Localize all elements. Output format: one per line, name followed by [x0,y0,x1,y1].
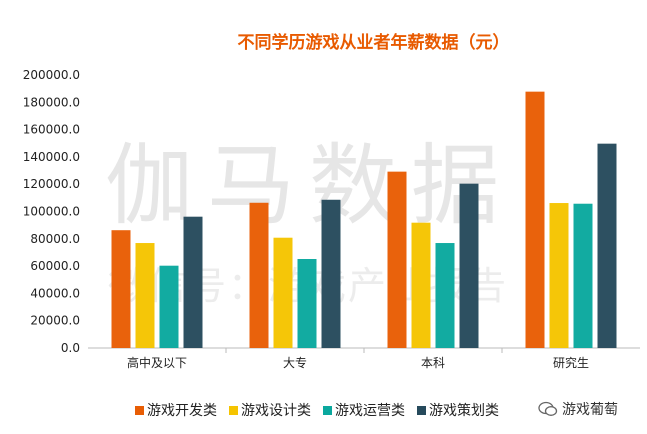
legend-label: 游戏开发类 [147,403,217,419]
bar-0-0 [111,230,131,348]
bar-3-3 [597,143,617,348]
legend-swatch [135,405,144,415]
legend-item: 游戏运营类 [323,400,405,420]
legend-item: 游戏策划类 [417,400,499,420]
y-tick-label: 140000.0 [23,150,80,164]
legend-swatch [323,405,332,415]
logo-text: 游戏葡萄 [562,402,618,418]
y-tick-label: 160000.0 [23,123,80,137]
logo: 游戏葡萄 [538,399,618,419]
y-tick-label: 80000.0 [30,232,80,246]
legend-swatch [417,405,426,415]
bar-1-3 [549,203,569,348]
y-tick-label: 60000.0 [30,259,80,273]
bar-1-0 [135,243,155,348]
x-tick-label: 大专 [283,355,307,370]
bar-0-3 [525,91,545,348]
y-tick-label: 40000.0 [30,286,80,300]
bar-3-0 [183,216,203,348]
y-tick-label: 200000.0 [23,68,80,82]
bar-0-1 [249,202,269,348]
bar-2-0 [159,265,179,348]
chart-title: 不同学历游戏从业者年薪数据（元） [237,33,510,53]
bar-3-2 [459,183,479,348]
wechat-icon [538,401,558,416]
legend-swatch [229,405,238,415]
y-tick-label: 180000.0 [23,95,80,109]
bar-2-3 [573,203,593,348]
bar-2-1 [297,259,317,348]
y-tick-label: 0.0 [61,341,80,355]
y-tick-label: 100000.0 [23,205,80,219]
bar-1-1 [273,237,293,348]
x-tick-label: 高中及以下 [127,355,187,370]
legend-label: 游戏运营类 [335,403,405,419]
watermark-main: 伽马数据 [105,134,514,237]
bar-2-2 [435,243,455,348]
x-tick-label: 本科 [421,356,445,370]
y-tick-label: 120000.0 [23,177,80,191]
legend-label: 游戏设计类 [241,403,311,419]
bar-0-2 [387,171,407,348]
legend: 游戏开发类 游戏设计类 游戏运营类 游戏策划类 [135,400,499,420]
y-tick-label: 20000.0 [30,314,80,328]
legend-label: 游戏策划类 [429,403,499,419]
bar-1-2 [411,222,431,348]
legend-item: 游戏开发类 [135,400,217,420]
legend-item: 游戏设计类 [229,400,311,420]
x-tick-label: 研究生 [553,355,589,370]
bar-3-1 [321,199,341,348]
